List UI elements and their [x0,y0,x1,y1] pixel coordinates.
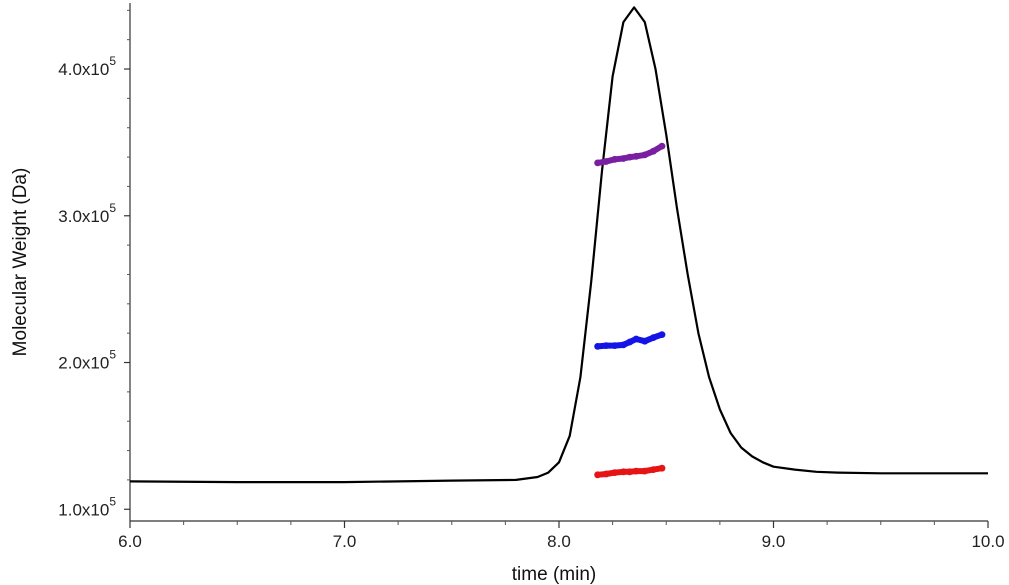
mw-data-point [641,467,649,475]
mw-data-point [620,155,627,162]
mw-data-point [611,469,619,476]
mw-data-point [658,142,666,150]
mw-data-point [594,471,601,479]
y-tick-mantissa: 2.0x10 [58,354,109,373]
x-axis-title: time (min) [512,564,596,585]
y-tick-mantissa: 1.0x10 [58,500,109,519]
y-tick-label: 1.0x105 [58,494,116,519]
mw-data-point [650,147,657,155]
mw-data-point [620,468,627,476]
y-tick-label: 2.0x105 [58,348,116,373]
y-axis-title: Molecular Weight (Da) [10,168,31,357]
axes [129,3,988,522]
mw-data-point [594,343,601,350]
x-tick-label: 8.0 [547,532,571,551]
x-tick-label: 6.0 [118,532,142,551]
mw-data-point [658,331,666,338]
mw-data-point [632,152,640,160]
x-axis-ticks: 6.0 7.0 8.0 9.0 10.0 [118,521,1005,551]
mw-data-point [626,153,634,161]
mw-data-point [611,155,619,163]
mw-data-point [626,338,634,346]
y-tick-exponent: 5 [109,201,116,215]
mw-data-point [626,468,634,476]
mw-data-point [602,158,610,165]
mw-data-point [641,151,649,159]
y-tick-mantissa: 3.0x10 [58,207,109,226]
y-tick-label: 3.0x105 [58,201,116,226]
mw-data-point [602,342,610,349]
signal-trace-line [129,6,988,484]
y-tick-exponent: 5 [109,348,116,362]
y-tick-mantissa: 4.0x10 [58,60,109,79]
x-tick-label: 7.0 [333,532,357,551]
mw-data-point [620,341,627,349]
y-tick-exponent: 5 [109,54,116,68]
mw-data-point [650,334,657,341]
y-tick-label: 4.0x105 [58,54,116,79]
x-tick-label: 10.0 [971,532,1004,551]
mw-data-point [641,337,649,345]
mw-data-point [632,467,640,475]
mw-data-point [594,159,601,167]
plot-area [129,6,988,484]
mw-data-point [611,342,619,349]
mw-data-point [632,335,640,343]
mw-data-point [658,464,666,472]
mw-data-point [650,466,657,473]
x-tick-label: 9.0 [762,532,786,551]
y-tick-exponent: 5 [109,494,116,508]
mw-data-point [602,470,610,478]
